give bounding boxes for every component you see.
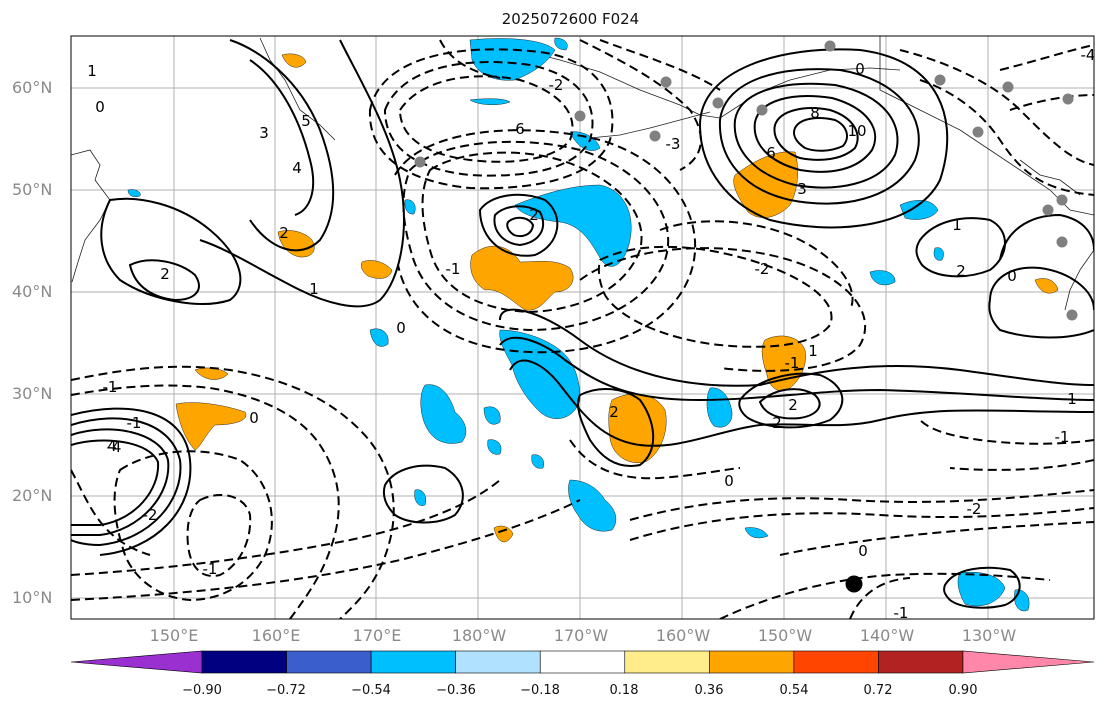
contour-label: 0 [858,542,868,560]
map-frame [70,35,1095,620]
colorbar-segment [709,650,795,674]
colorbar-tick-label: −0.36 [436,683,476,698]
lon-label: 150°W [757,626,813,645]
lat-label: 60°N [12,78,53,97]
colorbar-segment [793,650,879,674]
colorbar-tick-label: 0.18 [609,683,639,698]
colorbar-arrow-low [70,650,203,674]
colorbar-tick-label: 0.72 [863,683,893,698]
contour-label: 1 [309,280,319,298]
map-title: 2025072600 F024 [501,10,640,28]
contour-label: 8 [810,104,820,122]
dashed-contours [71,39,1094,619]
lon-label: 170°W [553,626,609,645]
contour-label: -2 [967,500,982,518]
colorbar-tick-label: −0.90 [182,683,222,698]
contour-label: 2 [529,206,539,224]
colorbar-segment [201,650,287,674]
contour-label: 6 [515,120,525,138]
contour-label: 10 [847,122,866,140]
contour-label: 3 [797,180,807,198]
lon-label: 150°E [149,626,199,645]
lon-label: 140°W [859,626,915,645]
contour-label: -1 [785,354,800,372]
contour-label: 4 [292,159,302,177]
contour-label: 2 [279,224,289,242]
contour-labels: 1 0 3 4 5 2 -1 4 6 -2 -3 -4 8 10 0 6 3 1… [87,46,1096,622]
contour-label: -4 [1081,46,1096,64]
colorbar-tick-label: 0.36 [694,683,724,698]
colorbar-tick-label: −0.18 [520,683,560,698]
contour-label: 2 [609,403,619,421]
colorbar-segment [878,650,964,674]
colorbar-segment [370,650,456,674]
positive-anomaly-fills [175,53,1059,543]
lon-label: 160°E [251,626,301,645]
lon-label: 130°W [961,626,1017,645]
colorbar-tick-label: −0.72 [266,683,306,698]
solid-contours [71,39,1094,609]
colorbar-tick-label: 0.90 [948,683,978,698]
contour-label: 1 [952,216,962,234]
lat-label: 20°N [12,486,53,505]
contour-label: 6 [766,144,776,162]
contour-label: 0 [855,60,865,78]
contour-label: 0 [249,409,259,427]
contour-label: 5 [301,112,311,130]
contour-label: -1 [894,604,909,622]
lat-label: 40°N [12,282,53,301]
colorbar-segment [624,650,710,674]
contour-label: -1 [103,378,118,396]
contour-label: 0 [724,472,734,490]
colorbar-tick-label: −0.54 [351,683,391,698]
contour-label: 1 [1067,390,1077,408]
contour-label: 2 [956,262,966,280]
contour-label: -1 [1055,428,1070,446]
colorbar-segment [455,650,541,674]
lon-label: 160°W [655,626,711,645]
colorbar-arrow-high [962,650,1095,674]
contour-label: 2 [160,265,170,283]
contour-label: -1 [203,560,218,578]
lon-label: 170°E [352,626,402,645]
storm-center-marker [845,575,863,593]
contour-label: -1 [127,414,142,432]
contour-label: 1 [87,62,97,80]
contour-label: 2 [772,414,782,432]
contour-label: 0 [95,98,105,116]
contour-label: -2 [755,260,770,278]
colorbar-segment [539,650,626,674]
colorbar-segment [286,650,372,674]
lat-label: 50°N [12,180,53,199]
contour-label: 0 [396,319,406,337]
contour-label: 2 [788,396,798,414]
station-markers [414,40,1078,321]
lat-label: 30°N [12,384,53,403]
contour-label: -3 [666,135,681,153]
contour-label: 1 [808,342,818,360]
lon-label: 180°W [451,626,507,645]
contour-label: -2 [143,506,158,524]
contour-label: 3 [259,124,269,142]
lat-label: 10°N [12,588,53,607]
colorbar [70,650,1095,674]
contour-label: -2 [549,76,564,94]
colorbar-tick-label: 0.54 [779,683,809,698]
contour-label: 0 [1007,267,1017,285]
graticule [71,36,1094,619]
contour-label: 4 [107,437,117,455]
contour-label: -4 [107,438,122,456]
contour-label: -1 [446,260,461,278]
